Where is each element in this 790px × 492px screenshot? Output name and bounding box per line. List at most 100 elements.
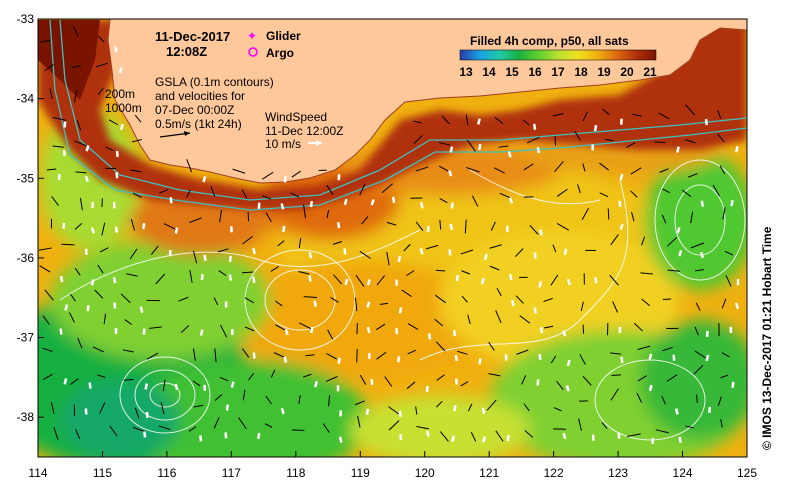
- wind-time: 11-Dec 12:00Z: [265, 124, 344, 138]
- current-arrow: [381, 183, 393, 194]
- current-arrow: [553, 407, 562, 412]
- argo-icon: [248, 47, 258, 57]
- wind-arrow: [533, 307, 537, 314]
- current-arrow: [290, 192, 300, 198]
- current-arrow: [574, 130, 582, 141]
- current-arrow: [403, 243, 411, 252]
- wind-arrow: [366, 301, 371, 308]
- wind-arrow: [532, 123, 537, 130]
- wind-arrow: [370, 378, 374, 386]
- wind-arrow: [398, 410, 402, 417]
- current-arrow: [75, 429, 81, 440]
- current-arrow: [712, 184, 720, 197]
- current-arrow: [132, 192, 142, 198]
- current-arrow: [556, 380, 564, 390]
- current-arrow: [577, 184, 581, 194]
- wind-scale-arrow: [308, 140, 322, 146]
- current-arrow: [641, 298, 651, 307]
- current-arrow: [160, 402, 165, 415]
- current-arrow: [415, 406, 418, 415]
- current-arrow: [690, 211, 694, 224]
- wind-arrow: [648, 384, 653, 392]
- wind-arrow: [678, 436, 682, 443]
- glider-icon: ✦: [247, 29, 257, 43]
- wind-arrow: [506, 434, 510, 442]
- current-arrow: [610, 234, 619, 246]
- current-arrow: [158, 425, 171, 430]
- current-arrow: [44, 64, 54, 72]
- current-arrow: [413, 135, 423, 145]
- current-arrow: [354, 297, 358, 312]
- current-arrow: [461, 295, 468, 303]
- current-arrow: [550, 355, 557, 364]
- current-arrow: [407, 349, 417, 355]
- current-arrow: [303, 373, 312, 378]
- wind-arrow: [280, 407, 285, 415]
- current-arrow: [74, 267, 81, 276]
- current-arrow: [514, 248, 524, 258]
- current-arrow: [262, 195, 272, 200]
- current-arrow: [496, 287, 502, 297]
- current-arrow: [457, 350, 468, 355]
- sst-field: [38, 19, 747, 457]
- wind-arrow: [337, 222, 341, 229]
- gsla-line1: GSLA (0.1m contours): [155, 75, 274, 89]
- wind-arrow: [199, 435, 203, 442]
- current-arrow: [471, 195, 479, 207]
- current-arrow: [105, 146, 114, 152]
- current-arrow: [134, 114, 142, 123]
- wind-arrow: [114, 226, 118, 233]
- current-arrow: [465, 166, 480, 173]
- current-arrow: [97, 87, 104, 96]
- wind-arrow: [64, 304, 69, 311]
- current-arrow: [131, 139, 142, 143]
- current-arrow: [493, 167, 505, 174]
- wind-arrow: [538, 281, 542, 288]
- lon-tick-label: 122: [544, 466, 564, 480]
- wind-arrow: [425, 430, 430, 437]
- wind-arrow: [478, 143, 482, 151]
- wind-arrow: [699, 251, 705, 259]
- wind-arrow: [700, 200, 705, 207]
- wind-arrow: [539, 327, 544, 334]
- current-arrow: [720, 419, 723, 428]
- current-arrow: [361, 216, 369, 225]
- current-arrow: [122, 349, 134, 353]
- current-arrow: [186, 189, 191, 198]
- current-arrow: [631, 212, 635, 222]
- current-arrow: [79, 197, 83, 211]
- current-arrow: [92, 346, 104, 353]
- current-arrow: [610, 352, 622, 355]
- current-arrow: [556, 188, 568, 197]
- current-arrow: [97, 264, 104, 274]
- current-arrow: [193, 404, 204, 408]
- wind-arrow: [450, 202, 455, 209]
- wind-arrow: [142, 328, 146, 335]
- wind-arrow: [539, 229, 544, 236]
- current-arrow: [298, 238, 302, 249]
- wind-arrow: [563, 248, 568, 255]
- wind-arrow: [508, 273, 513, 281]
- wind-arrow: [676, 146, 680, 153]
- current-arrow: [434, 318, 444, 327]
- current-arrow: [241, 189, 248, 199]
- current-arrow: [120, 293, 131, 304]
- current-arrow: [213, 416, 220, 429]
- current-arrow: [42, 373, 53, 381]
- lon-tick-label: 119: [351, 466, 370, 480]
- wind-arrow: [676, 227, 681, 234]
- current-arrow: [439, 219, 442, 230]
- current-arrow: [388, 406, 399, 415]
- wind-arrow: [59, 275, 64, 283]
- current-arrow: [265, 395, 272, 405]
- current-arrow: [637, 375, 647, 382]
- current-arrow: [149, 326, 163, 329]
- current-arrow: [101, 222, 106, 236]
- current-arrow: [666, 374, 678, 382]
- current-arrow: [717, 133, 725, 143]
- current-arrow: [464, 219, 467, 234]
- wind-arrow: [704, 118, 708, 126]
- lon-tick-label: 114: [28, 466, 47, 480]
- current-arrow: [69, 312, 75, 323]
- wind-arrow: [88, 382, 92, 389]
